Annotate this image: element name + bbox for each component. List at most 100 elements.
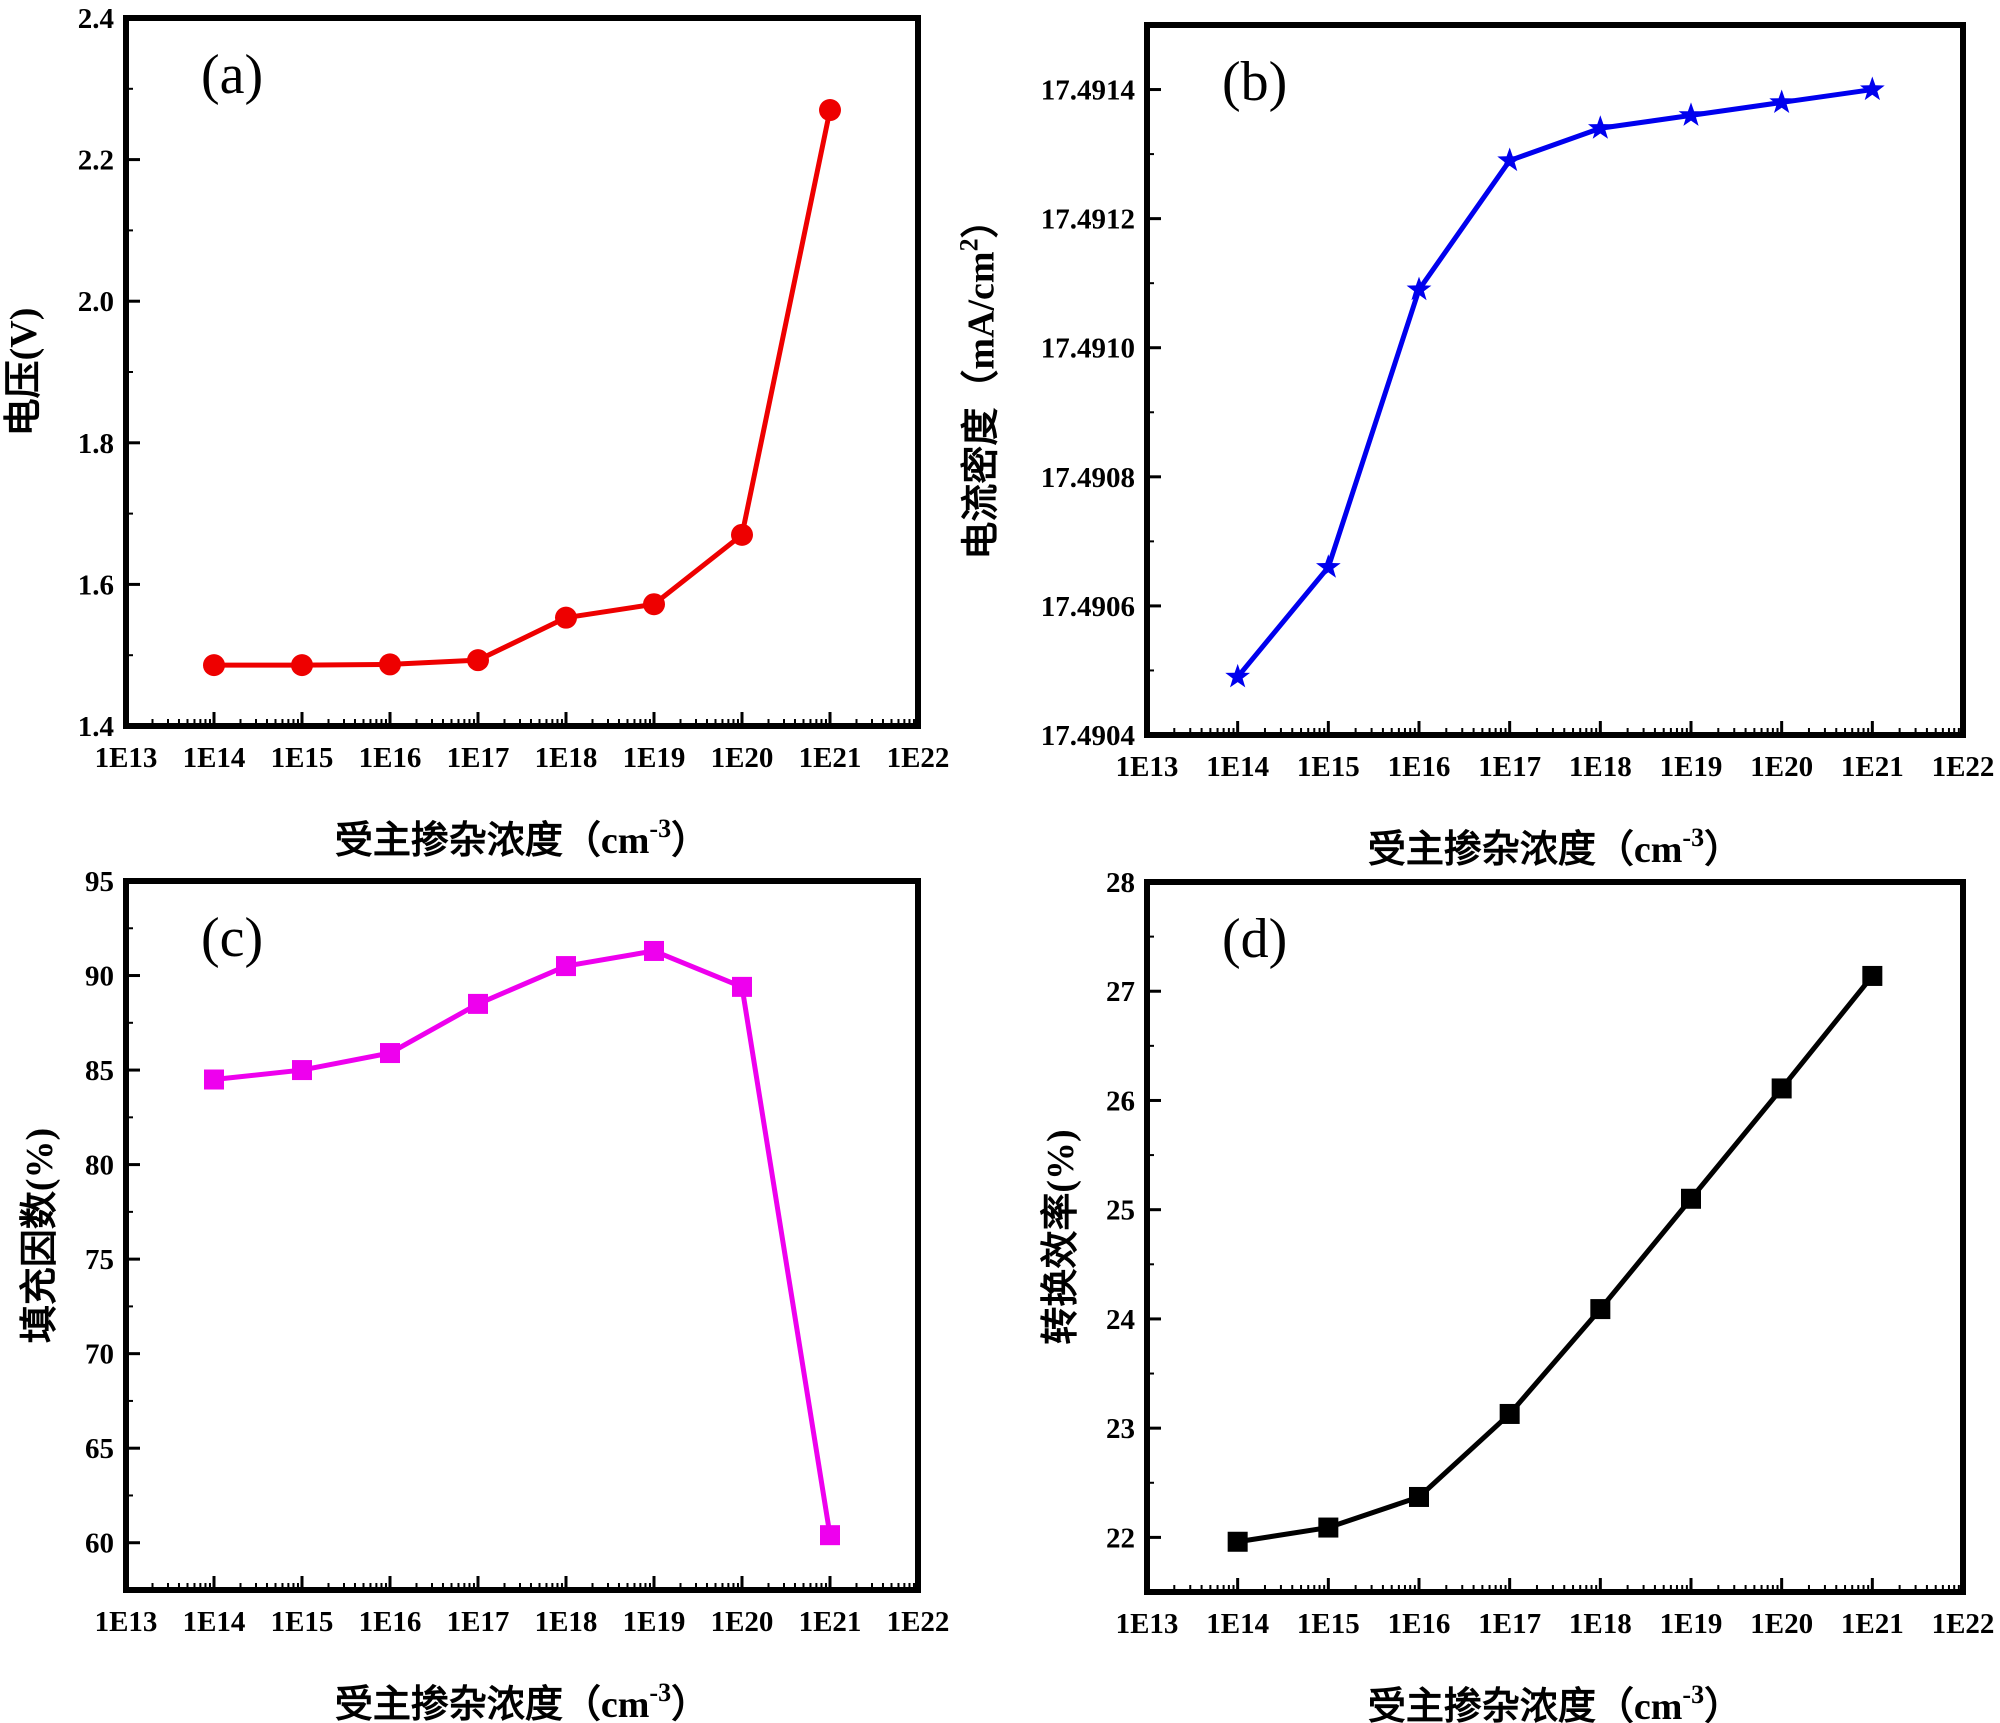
voltage-x-tick-label: 1E15 [271, 742, 334, 774]
voltage-y-tick-label: 1.4 [78, 711, 114, 743]
current-density-x-tick-label: 1E21 [1841, 751, 1904, 783]
voltage-x-axis-title: 受主掺杂浓度（cm-3） [335, 814, 709, 862]
fill-factor-y-tick-label: 60 [85, 1528, 114, 1560]
current-density-data-point [1497, 147, 1522, 172]
voltage-series-line [214, 109, 833, 668]
fill-factor-data-point [644, 940, 664, 961]
efficiency-x-tick-label: 1E13 [1116, 1608, 1179, 1640]
fill-factor-x-tick-label: 1E18 [535, 1606, 598, 1638]
voltage-y-tick-label: 2.4 [78, 3, 114, 35]
fill-factor-series-line [213, 948, 833, 1536]
efficiency-data-point [1681, 1188, 1701, 1209]
efficiency-y-tick-label: 26 [1106, 1085, 1135, 1117]
fill-factor-x-tick-label: 1E13 [95, 1606, 158, 1638]
efficiency-data-point [1771, 1078, 1792, 1099]
fill-factor-y-tick-label: 75 [85, 1244, 114, 1276]
efficiency-data-point [1318, 1517, 1339, 1538]
fill-factor-data-point [380, 1043, 400, 1064]
fill-factor-x-tick-label: 1E14 [183, 1606, 246, 1638]
efficiency-x-tick-label: 1E21 [1841, 1608, 1904, 1640]
voltage-data-point [467, 649, 489, 672]
efficiency-data-point [1499, 1403, 1520, 1424]
current-density-y-tick-label: 17.4908 [1041, 462, 1135, 494]
efficiency-series-line [1237, 974, 1875, 1545]
voltage-y-tick-label: 2.0 [78, 286, 114, 318]
panel-fill-factor: 1E13 1E14 1E15 1E16 1E17 1E18 1E19 1E20 1E21 1E22… [19, 866, 949, 1723]
voltage-x-tick-label: 1E18 [535, 742, 598, 774]
efficiency-data-point [1409, 1486, 1429, 1507]
efficiency-y-tick-label: 25 [1106, 1195, 1135, 1227]
current-density-x-tick-label: 1E15 [1297, 751, 1360, 783]
current-density-data-point [1588, 115, 1613, 139]
voltage-y-axis-title: 电压(V) [3, 308, 45, 437]
fill-factor-data-point [556, 956, 576, 977]
voltage-panel-label: (a) [201, 44, 263, 106]
efficiency-y-tick-label: 24 [1106, 1304, 1135, 1336]
current-density-data-point [1225, 663, 1250, 688]
voltage-data-point [643, 593, 665, 616]
current-density-data-point [1678, 102, 1704, 126]
voltage-data-point [291, 654, 313, 677]
fill-factor-x-tick-label: 1E19 [623, 1606, 686, 1638]
voltage-data-point [819, 99, 841, 122]
voltage-data-point [731, 523, 753, 546]
voltage-x-tick-label: 1E20 [711, 742, 774, 774]
current-density-x-axis-title: 受主掺杂浓度（cm-3） [1368, 823, 1742, 871]
efficiency-y-tick-label: 27 [1106, 976, 1135, 1008]
current-density-x-tick-label: 1E17 [1478, 751, 1541, 783]
voltage-y-tick-label: 2.2 [78, 145, 114, 177]
efficiency-x-tick-label: 1E18 [1569, 1608, 1632, 1640]
current-density-data-point [1769, 89, 1794, 113]
voltage-plot-frame [123, 15, 921, 729]
efficiency-x-tick-label: 1E15 [1297, 1608, 1360, 1640]
current-density-x-tick-label: 1E22 [1932, 751, 1995, 783]
efficiency-y-axis-title: 转换效率(%) [1040, 1129, 1082, 1344]
current-density-data-point [1860, 76, 1885, 101]
current-density-x-tick-label: 1E18 [1569, 751, 1632, 783]
fill-factor-y-tick-label: 70 [85, 1339, 114, 1371]
current-density-data-point [1316, 554, 1341, 578]
efficiency-x-tick-label: 1E22 [1932, 1608, 1995, 1640]
current-density-x-tick-label: 1E14 [1206, 751, 1269, 783]
efficiency-y-tick-label: 28 [1106, 867, 1135, 899]
fill-factor-y-tick-label: 65 [85, 1433, 114, 1465]
voltage-x-tick-label: 1E17 [447, 742, 510, 774]
voltage-x-tick-label: 1E19 [623, 742, 686, 774]
efficiency-x-axis-title: 受主掺杂浓度（cm-3） [1368, 1680, 1742, 1723]
voltage-y-tick-label: 1.8 [78, 428, 114, 460]
fill-factor-panel-label: (c) [201, 907, 263, 969]
voltage-data-point [203, 654, 225, 677]
voltage-x-tick-label: 1E16 [359, 742, 422, 774]
fill-factor-x-tick-label: 1E22 [887, 1606, 950, 1638]
fill-factor-data-point [204, 1069, 224, 1090]
fill-factor-data-point [820, 1525, 840, 1546]
efficiency-y-tick-label: 22 [1106, 1522, 1135, 1554]
efficiency-x-tick-label: 1E16 [1388, 1608, 1451, 1640]
fill-factor-data-point [468, 993, 488, 1014]
current-density-y-tick-label: 17.4914 [1041, 75, 1135, 107]
voltage-x-tick-label: 1E22 [887, 742, 950, 774]
efficiency-data-point [1227, 1531, 1248, 1552]
voltage-data-point [555, 606, 577, 629]
panel-efficiency: 1E13 1E14 1E15 1E16 1E17 1E18 1E19 1E20 1E21 1E22… [1040, 867, 1994, 1723]
efficiency-x-tick-label: 1E19 [1660, 1608, 1723, 1640]
current-density-plot-frame [1144, 22, 1966, 738]
current-density-y-axis-title: 电流密度（mA/cm2） [954, 200, 1002, 559]
fill-factor-y-tick-label: 80 [85, 1150, 114, 1182]
fill-factor-y-tick-label: 85 [85, 1055, 114, 1087]
current-density-y-tick-label: 17.4904 [1041, 720, 1135, 752]
fill-factor-x-axis-title: 受主掺杂浓度（cm-3） [335, 1678, 709, 1723]
current-density-x-tick-label: 1E13 [1116, 751, 1179, 783]
current-density-y-tick-label: 17.4912 [1041, 204, 1135, 236]
current-density-y-tick-label: 17.4910 [1041, 333, 1135, 365]
efficiency-x-tick-label: 1E14 [1206, 1608, 1269, 1640]
fill-factor-plot-frame [123, 878, 921, 1593]
fill-factor-y-tick-label: 90 [85, 961, 114, 993]
fill-factor-data-point [732, 976, 752, 997]
current-density-data-point [1406, 276, 1432, 301]
voltage-data-point [379, 653, 401, 676]
fill-factor-x-tick-label: 1E17 [447, 1606, 510, 1638]
panel-current-density: 1E13 1E14 1E15 1E16 1E17 1E18 1E19 1E20 1E21 1E22… [954, 22, 1995, 871]
efficiency-x-tick-label: 1E17 [1478, 1608, 1541, 1640]
